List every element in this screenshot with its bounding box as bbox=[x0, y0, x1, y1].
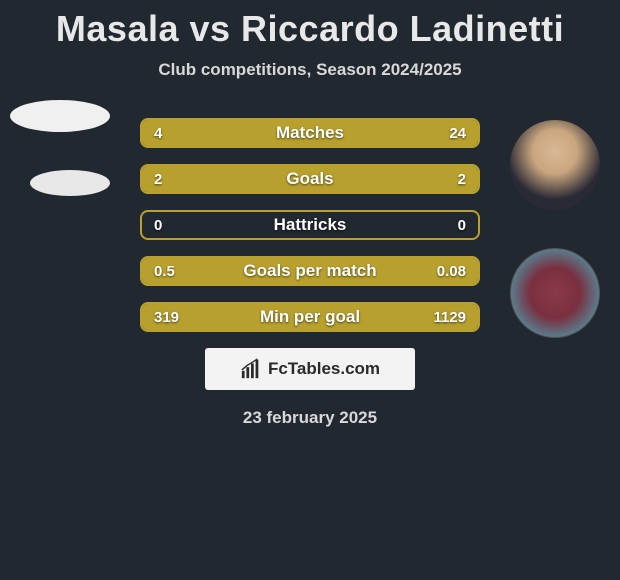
stat-label: Goals bbox=[142, 166, 478, 192]
stat-label: Matches bbox=[142, 120, 478, 146]
player-avatar-right bbox=[510, 120, 600, 210]
comparison-bars: 424Matches 22Goals 00Hattricks 0.50.08Goals… bbox=[140, 118, 480, 332]
brand-text: FcTables.com bbox=[268, 359, 380, 379]
stat-label: Min per goal bbox=[142, 304, 478, 330]
date-text: 23 february 2025 bbox=[0, 408, 620, 428]
club-logo-left bbox=[30, 170, 110, 196]
brand-box: FcTables.com bbox=[205, 348, 415, 390]
page-title: Masala vs Riccardo Ladinetti bbox=[0, 0, 620, 50]
stat-row: 3191129Min per goal bbox=[140, 302, 480, 332]
player-avatar-left bbox=[10, 100, 110, 132]
stat-row: 00Hattricks bbox=[140, 210, 480, 240]
club-logo-right bbox=[510, 248, 600, 338]
stats-area: 424Matches 22Goals 00Hattricks 0.50.08Goals… bbox=[0, 118, 620, 332]
stat-row: 0.50.08Goals per match bbox=[140, 256, 480, 286]
stat-label: Hattricks bbox=[142, 212, 478, 238]
stat-row: 22Goals bbox=[140, 164, 480, 194]
stat-label: Goals per match bbox=[142, 258, 478, 284]
stat-row: 424Matches bbox=[140, 118, 480, 148]
subtitle: Club competitions, Season 2024/2025 bbox=[0, 60, 620, 80]
chart-icon bbox=[240, 358, 262, 380]
